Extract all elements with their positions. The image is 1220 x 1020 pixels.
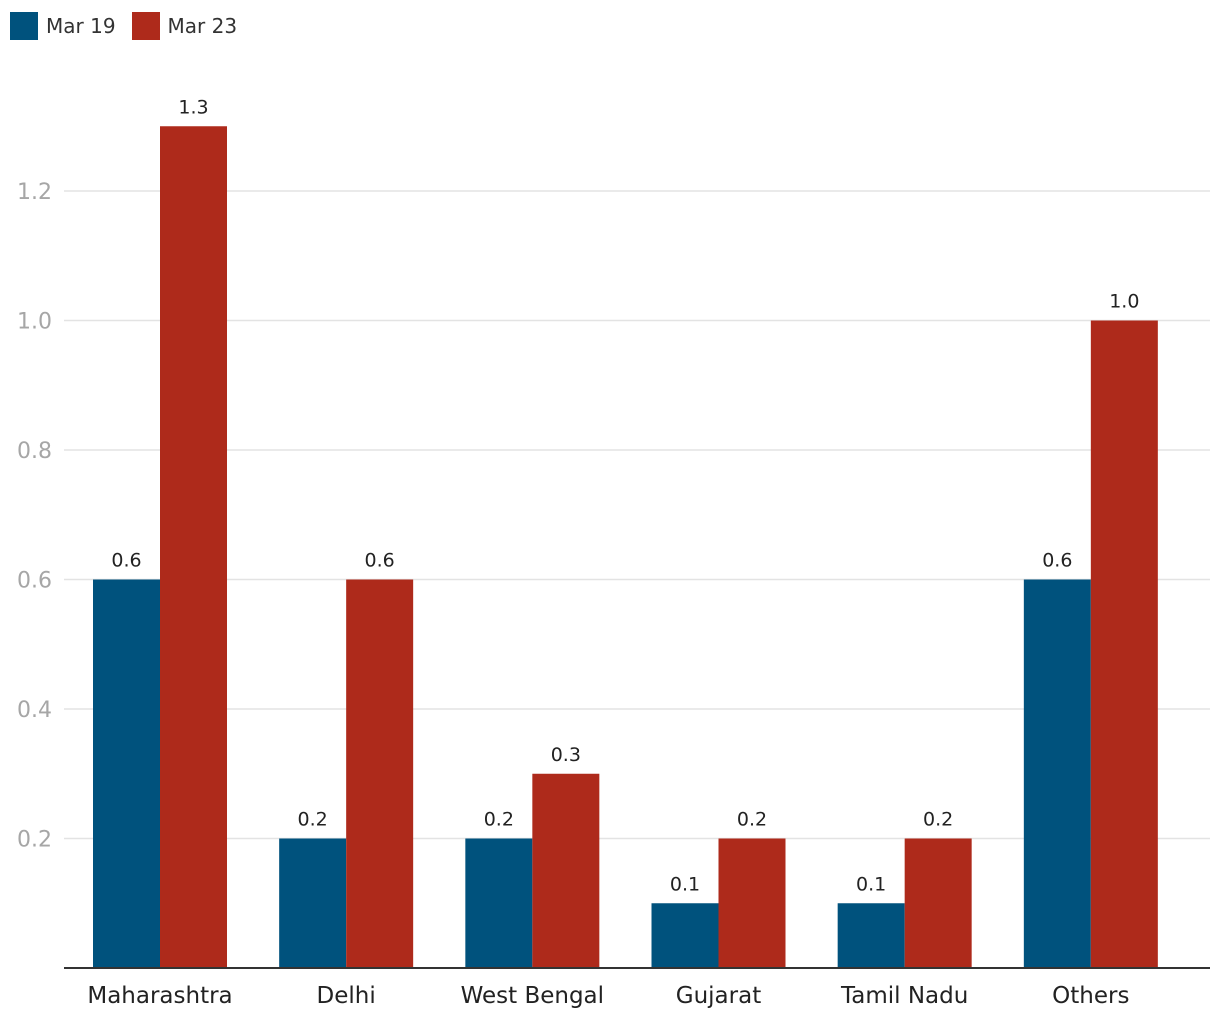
bar-maharashtra-mar-23[interactable] (160, 126, 227, 968)
bar-delhi-mar-23[interactable] (346, 579, 414, 969)
data-label: 0.2 (484, 809, 514, 831)
gridlines (64, 190, 1210, 840)
data-label: 0.6 (111, 550, 141, 572)
data-label: 0.2 (923, 809, 953, 831)
bar-tamil-nadu-mar-19[interactable] (837, 903, 905, 968)
x-axis-category-labels: Maharashtra Delhi West Bengal Gujarat Tamil … (87, 983, 1129, 1009)
data-label: 0.6 (365, 550, 395, 572)
data-label: 1.3 (178, 96, 208, 118)
legend-item-mar-23[interactable]: Mar 23 (131, 12, 238, 40)
bar-delhi-mar-19[interactable] (279, 838, 347, 969)
legend-item-mar-19[interactable]: Mar 19 (10, 12, 116, 40)
category-label-gujarat: Gujarat (676, 983, 761, 1009)
y-tick-label: 0.4 (17, 698, 52, 723)
bar-tamil-nadu-mar-23[interactable] (904, 838, 972, 969)
legend-swatch-mar-23 (131, 12, 160, 40)
legend-swatch-mar-19 (10, 12, 38, 40)
bar-maharashtra-mar-19[interactable] (93, 579, 160, 969)
bars (93, 126, 1158, 968)
data-label: 0.3 (551, 744, 581, 766)
y-tick-label: 0.8 (17, 439, 52, 464)
data-label: 0.1 (856, 873, 886, 895)
category-label-maharashtra: Maharashtra (87, 983, 232, 1009)
data-label: 0.1 (670, 873, 700, 895)
legend-label-mar-23: Mar 23 (167, 14, 238, 38)
category-label-tamil-nadu: Tamil Nadu (840, 983, 968, 1009)
data-label: 0.2 (737, 809, 767, 831)
category-label-others: Others (1052, 983, 1129, 1009)
bar-gujarat-mar-19[interactable] (651, 903, 719, 968)
legend: Mar 19 Mar 23 (10, 12, 237, 40)
data-label: 0.2 (298, 809, 328, 831)
bar-others-mar-19[interactable] (1023, 579, 1091, 969)
y-tick-label: 1.0 (17, 310, 52, 335)
category-label-west-bengal: West Bengal (461, 983, 604, 1009)
y-axis-tick-labels: 0.2 0.4 0.6 0.8 1.0 1.2 (17, 180, 52, 853)
bar-gujarat-mar-23[interactable] (718, 838, 786, 969)
legend-label-mar-19: Mar 19 (46, 14, 116, 38)
data-labels: 0.6 1.3 0.2 0.6 0.2 0.3 0.1 0.2 0.1 0.2 0.6 1.0 (111, 96, 1139, 895)
bar-west-bengal-mar-19[interactable] (465, 838, 533, 969)
y-tick-label: 1.2 (17, 180, 52, 205)
category-label-delhi: Delhi (317, 983, 376, 1009)
bar-others-mar-23[interactable] (1090, 320, 1158, 969)
bar-west-bengal-mar-23[interactable] (532, 773, 600, 968)
y-tick-label: 0.2 (17, 828, 52, 853)
data-label: 0.6 (1042, 550, 1072, 572)
data-label: 1.0 (1109, 291, 1139, 313)
y-tick-label: 0.6 (17, 569, 52, 594)
